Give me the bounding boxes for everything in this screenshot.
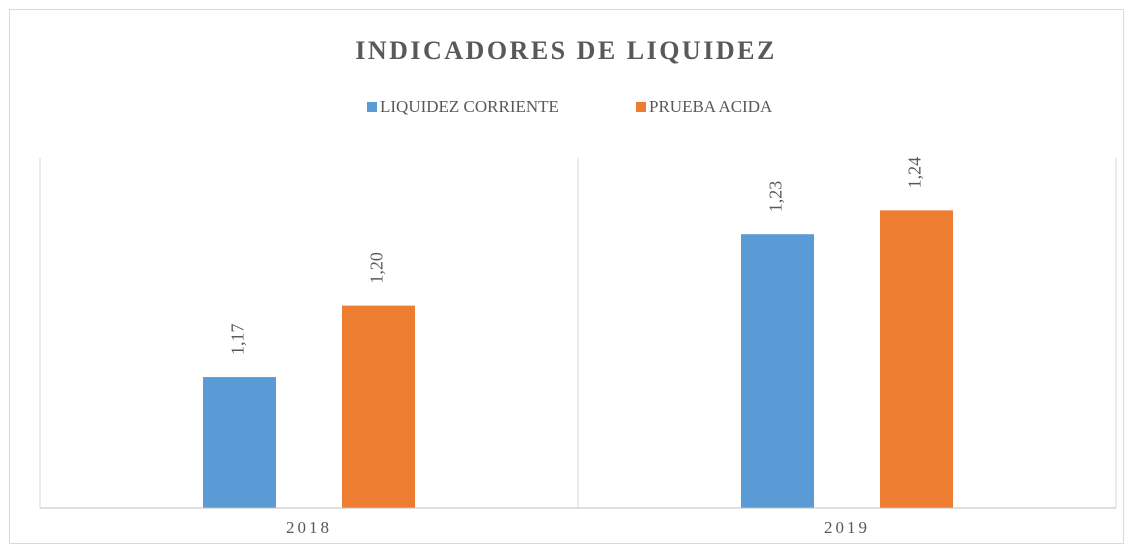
- data-label: 1,17: [228, 324, 248, 356]
- legend-swatch: [367, 102, 377, 112]
- legend-label: LIQUIDEZ CORRIENTE: [380, 97, 559, 116]
- data-label: 1,24: [905, 157, 925, 189]
- x-tick-label: 2018: [286, 518, 332, 537]
- data-label: 1,23: [766, 181, 786, 213]
- x-tick-label: 2019: [824, 518, 870, 537]
- data-label: 1,20: [367, 252, 387, 284]
- legend-label: PRUEBA ACIDA: [649, 97, 773, 116]
- bar: [342, 305, 415, 508]
- bar: [203, 377, 276, 508]
- legend-swatch: [636, 102, 646, 112]
- bar: [741, 234, 814, 508]
- bar: [880, 210, 953, 508]
- chart-title: INDICADORES DE LIQUIDEZ: [355, 36, 777, 65]
- chart-border: [9, 9, 1124, 544]
